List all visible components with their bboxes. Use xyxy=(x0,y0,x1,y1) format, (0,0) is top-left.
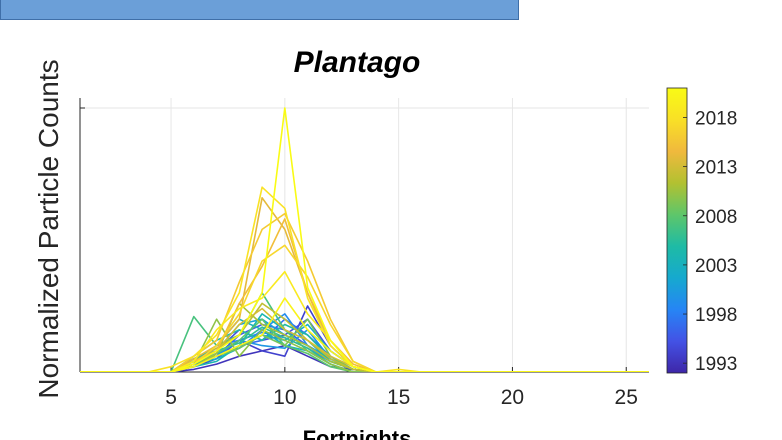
series-lines xyxy=(80,107,649,372)
colorbar xyxy=(666,87,688,374)
grid xyxy=(80,98,649,372)
x-tick-label: 10 xyxy=(273,386,296,409)
colorbar-tick-label: 1993 xyxy=(695,354,737,375)
x-axis-label: Fortnights xyxy=(303,426,412,440)
colorbar-tick-label: 2013 xyxy=(695,158,737,179)
series-line-2018 xyxy=(80,186,649,372)
series-line-2005 xyxy=(80,323,649,372)
series-line-2004 xyxy=(80,313,649,372)
series-line-2015 xyxy=(80,218,649,372)
x-tick-label: 5 xyxy=(165,386,177,409)
series-line-1999 xyxy=(80,313,649,372)
x-tick-labels: 5 10 15 20 25 xyxy=(165,386,638,409)
colorbar-tick-label: 2003 xyxy=(695,256,737,277)
series-line-2002 xyxy=(80,323,649,372)
series-line-2013 xyxy=(80,307,649,372)
series-line-2001 xyxy=(80,318,649,372)
header-banner xyxy=(0,0,519,20)
x-tick-label: 25 xyxy=(615,386,638,409)
colorbar-tick-label: 1998 xyxy=(695,305,737,326)
series-line-1994 xyxy=(80,305,649,372)
series-line-1996 xyxy=(80,323,649,372)
axes xyxy=(79,98,649,373)
series-line-2014 xyxy=(80,197,649,372)
series-line-2011 xyxy=(80,302,649,372)
series-line-2016 xyxy=(80,212,649,372)
y-axis-label: Normalized Particle Counts xyxy=(33,59,64,398)
x-tick-label: 15 xyxy=(387,386,410,409)
series-line-2007 xyxy=(80,291,649,372)
series-line-2006 xyxy=(80,326,649,372)
series-line-2017 xyxy=(80,244,649,372)
series-line-2000 xyxy=(80,328,649,372)
series-line-1995 xyxy=(80,318,649,372)
colorbar-tick-label: 2018 xyxy=(695,108,737,129)
colorbar-tick-labels: 1993 1998 2003 2008 2013 2018 xyxy=(683,108,737,375)
x-tick-label: 20 xyxy=(501,386,524,409)
series-line-2012 xyxy=(80,302,649,372)
chart-title: Plantago xyxy=(294,46,421,79)
series-line-2020 xyxy=(80,297,649,372)
series-line-2009 xyxy=(80,318,649,372)
series-line-1997 xyxy=(80,318,649,372)
series-line-2019 xyxy=(80,270,649,372)
series-line-2003 xyxy=(80,318,649,372)
colorbar-tick-label: 2008 xyxy=(695,207,737,228)
series-line-2021 xyxy=(80,107,649,372)
series-line-2010 xyxy=(80,318,649,372)
series-line-2008 xyxy=(80,318,649,372)
